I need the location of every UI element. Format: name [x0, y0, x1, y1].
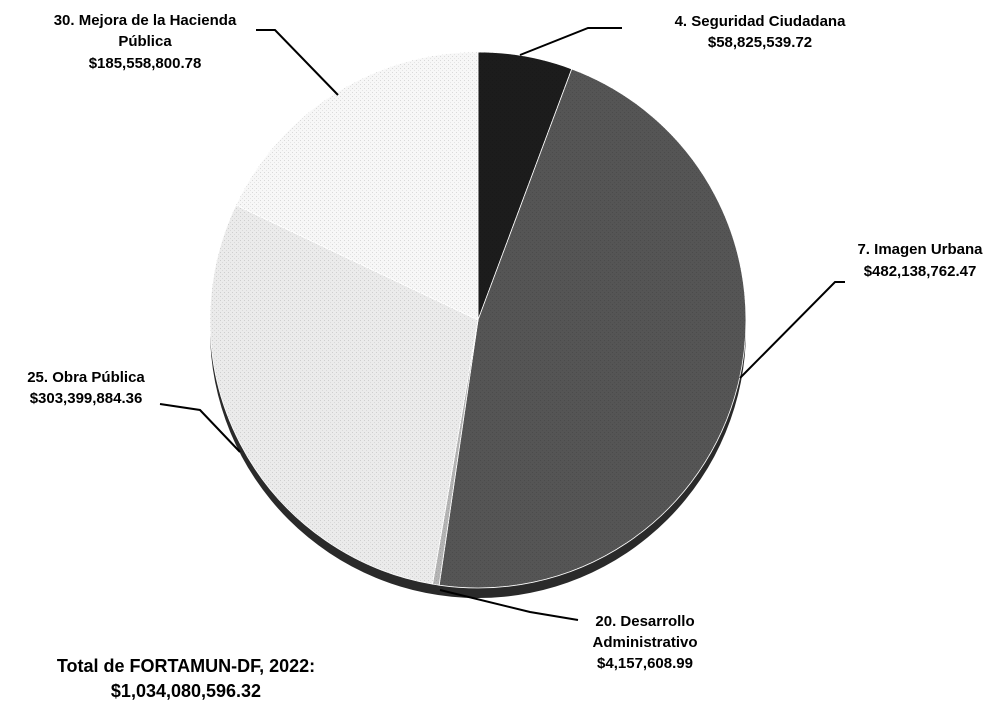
label-desarrollo-value: $4,157,608.99 [597, 655, 693, 672]
total-label: Total de FORTAMUN-DF, 2022: [57, 656, 315, 676]
label-obra: 25. Obra Pública $303,399,884.36 [27, 369, 145, 407]
leader-desarrollo [439, 589, 579, 621]
label-seguridad: 4. Seguridad Ciudadana $58,825,539.72 [675, 13, 847, 51]
label-imagen-name: 7. Imagen Urbana [857, 241, 983, 258]
label-seguridad-name: 4. Seguridad Ciudadana [675, 13, 847, 30]
label-desarrollo-line1: 20. Desarrollo [595, 613, 694, 630]
label-desarrollo: 20. Desarrollo Administrativo $4,157,608… [592, 613, 697, 672]
total-block: Total de FORTAMUN-DF, 2022: $1,034,080,5… [57, 656, 315, 701]
label-obra-name: 25. Obra Pública [27, 369, 145, 386]
leader-obra [159, 403, 241, 453]
leader-imagen [739, 281, 845, 379]
label-imagen: 7. Imagen Urbana $482,138,762.47 [857, 241, 983, 280]
label-mejora-value: $185,558,800.78 [89, 55, 202, 72]
label-seguridad-value: $58,825,539.72 [708, 34, 812, 51]
label-mejora-line1: 30. Mejora de la Hacienda [54, 12, 237, 29]
pie-texture [210, 52, 746, 588]
label-mejora: 30. Mejora de la Hacienda Pública $185,5… [54, 12, 237, 72]
label-desarrollo-line2: Administrativo [592, 634, 697, 651]
label-obra-value: $303,399,884.36 [30, 390, 143, 407]
leader-seguridad [519, 27, 622, 56]
total-value: $1,034,080,596.32 [111, 681, 261, 701]
leader-mejora [256, 29, 339, 96]
label-imagen-value: $482,138,762.47 [864, 263, 977, 280]
label-mejora-line2: Pública [118, 33, 172, 50]
